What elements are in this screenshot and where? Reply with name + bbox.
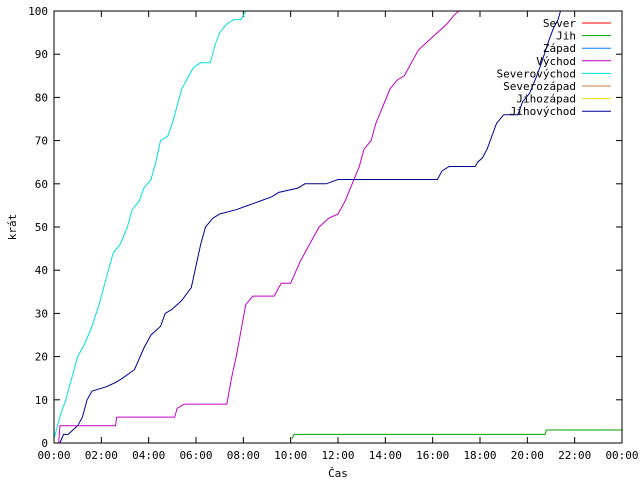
x-tick-label: 00:00 <box>605 449 638 462</box>
y-tick-label: 0 <box>41 437 48 450</box>
legend-entry-label: Jihozápad <box>516 93 576 106</box>
x-tick-label: 00:00 <box>37 449 70 462</box>
ticks-layer: 00:00 02:00 04:00 06:00 08:00 10:00 12:00 14:00… <box>28 5 638 462</box>
y-tick-label: 50 <box>35 221 48 234</box>
y-axis-label: krát <box>6 214 19 241</box>
y-tick-label: 90 <box>35 48 48 61</box>
legend-entry-label: Západ <box>543 42 576 55</box>
series-layer <box>53 10 622 444</box>
legend-entry-label: Severovýchod <box>497 67 576 80</box>
y-tick-label: 70 <box>35 135 48 148</box>
x-tick-label: 12:00 <box>321 449 354 462</box>
y-tick-label: 30 <box>35 307 48 320</box>
legend-entry-label: Jih <box>556 30 576 43</box>
x-tick-label: 20:00 <box>511 449 544 462</box>
series-line-jih <box>291 429 622 439</box>
y-tick-label: 20 <box>35 351 48 364</box>
x-axis-label: Čas <box>328 467 348 480</box>
plot-border <box>53 10 623 444</box>
x-tick-label: 14:00 <box>369 449 402 462</box>
y-tick-label: 60 <box>35 178 48 191</box>
series-line-jihovýchod <box>59 10 561 444</box>
legend-entry-label: Východ <box>536 55 576 68</box>
x-tick-label: 10:00 <box>274 449 307 462</box>
series-line-východ <box>58 10 460 444</box>
x-tick-label: 04:00 <box>132 449 165 462</box>
x-tick-label: 16:00 <box>416 449 449 462</box>
legend-entry-label: Sever <box>543 17 576 30</box>
y-tick-label: 80 <box>35 91 48 104</box>
x-tick-label: 08:00 <box>227 449 260 462</box>
series-line-severovýchod <box>53 10 247 439</box>
legend: SeverJihZápadVýchodSeverovýchodSeverozáp… <box>497 17 611 118</box>
x-tick-label: 22:00 <box>558 449 591 462</box>
y-tick-label: 100 <box>28 5 48 18</box>
y-tick-label: 40 <box>35 264 48 277</box>
x-tick-label: 02:00 <box>85 449 118 462</box>
legend-entry-label: Severozápad <box>503 80 576 93</box>
x-tick-label: 18:00 <box>463 449 496 462</box>
y-tick-label: 10 <box>35 394 48 407</box>
legend-entry-label: Jihovýchod <box>510 105 576 118</box>
x-tick-label: 06:00 <box>179 449 212 462</box>
